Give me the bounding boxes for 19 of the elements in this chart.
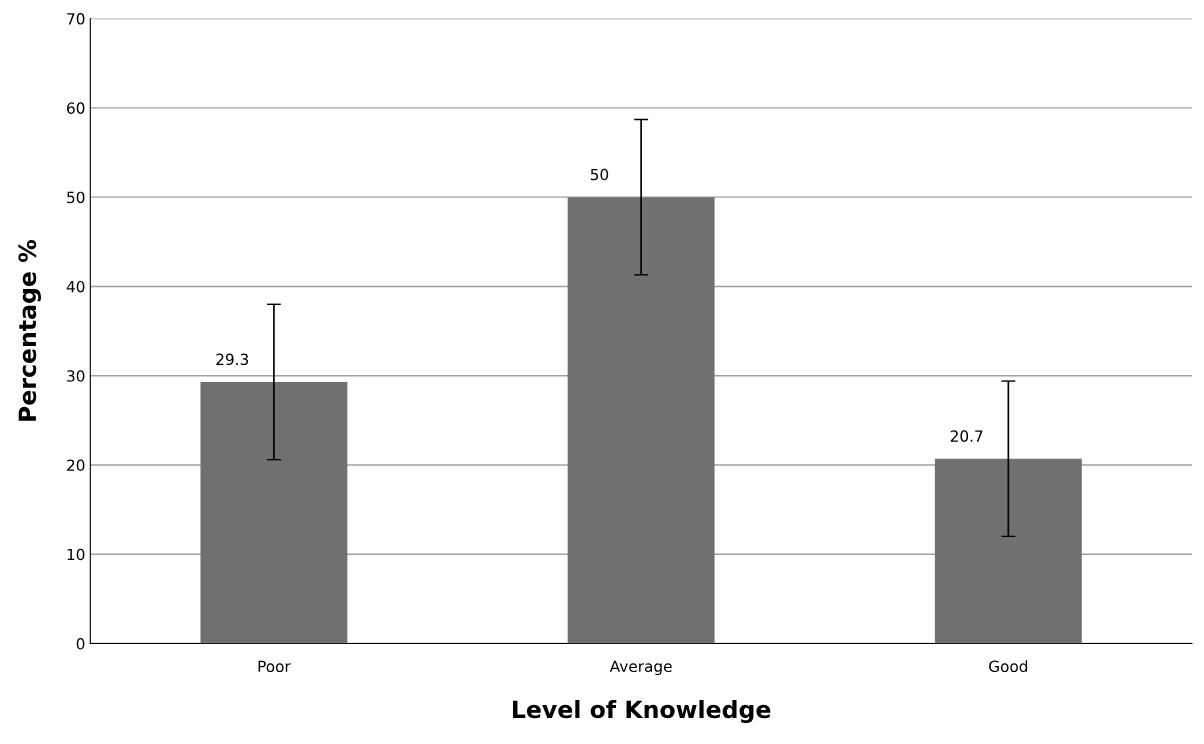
x-tick-label: Good xyxy=(989,660,1028,673)
data-label: 50 xyxy=(590,168,609,181)
y-tick-label: 70 xyxy=(67,13,85,25)
data-label: 20.7 xyxy=(950,430,983,442)
y-tick-label: 40 xyxy=(66,280,85,293)
bar xyxy=(934,458,1082,644)
y-tick-label: 50 xyxy=(67,191,85,204)
y-tick-label: 20 xyxy=(67,459,85,472)
y-tick-label: 30 xyxy=(67,370,85,382)
y-axis-title: Percentage % xyxy=(18,239,41,421)
data-label: 29.3 xyxy=(216,353,249,366)
y-tick-label: 60 xyxy=(67,102,85,114)
bar xyxy=(567,197,715,644)
y-tick-label: 10 xyxy=(67,548,85,561)
x-tick-label: Average xyxy=(609,660,672,676)
x-tick-label: Poor xyxy=(258,660,291,673)
y-tick-label: 0 xyxy=(76,638,85,650)
x-axis-title: Level of Knowledge xyxy=(513,700,771,724)
bar xyxy=(200,381,348,644)
